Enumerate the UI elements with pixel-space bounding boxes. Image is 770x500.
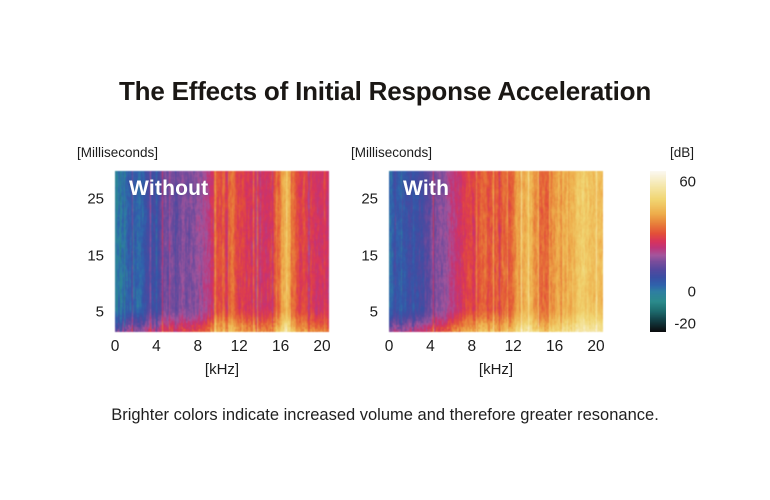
spectrogram-panel-without: [Milliseconds] Without [kHz] 5 15 25 0 4 8 12 1…	[77, 145, 331, 378]
colorbar-tick-label: 0	[687, 283, 696, 301]
x-tick-label: 8	[467, 338, 477, 355]
figure-caption: Brighter colors indicate increased volum…	[111, 406, 659, 424]
colorbar-tick-label: -20	[674, 315, 696, 333]
y-tick-label: 15	[361, 247, 378, 265]
x-tick-label: 20	[587, 338, 605, 355]
x-tick-label: 8	[193, 338, 203, 355]
colorbar-tick-label: 60	[679, 173, 696, 191]
x-tick-label: 12	[230, 338, 248, 355]
x-tick-label: 12	[504, 338, 522, 355]
spectrogram-with-heatmap	[389, 171, 603, 332]
colorbar-gradient	[650, 171, 666, 332]
colorbar: [dB] 60 0 -20	[650, 145, 696, 333]
x-tick-label: 16	[271, 338, 290, 355]
y-tick-label: 5	[369, 303, 378, 321]
spectrogram-panel-with: [Milliseconds] With [kHz] 5 15 25 0 4 8 12 16 20	[351, 145, 605, 378]
x-tick-label: 16	[545, 338, 564, 355]
y-tick-label: 25	[361, 190, 378, 208]
figure-title: The Effects of Initial Response Accelera…	[118, 76, 652, 106]
y-tick-label: 25	[87, 190, 104, 208]
y-axis-unit-label: [Milliseconds]	[77, 145, 159, 160]
colorbar-unit-label: [dB]	[669, 145, 694, 160]
x-tick-label: 4	[152, 338, 161, 355]
y-axis-unit-label: [Milliseconds]	[351, 145, 433, 160]
y-tick-label: 5	[95, 303, 104, 321]
x-tick-label: 0	[110, 338, 120, 355]
y-tick-label: 15	[87, 247, 104, 265]
panel-label-without: Without	[129, 177, 209, 200]
x-tick-label: 4	[426, 338, 435, 355]
x-tick-label: 0	[384, 338, 394, 355]
x-axis-unit-label: [kHz]	[478, 361, 514, 378]
spectrogram-without-heatmap	[115, 171, 329, 332]
x-axis-unit-label: [kHz]	[204, 361, 240, 378]
x-tick-label: 20	[313, 338, 331, 355]
panel-label-with: With	[403, 177, 450, 200]
